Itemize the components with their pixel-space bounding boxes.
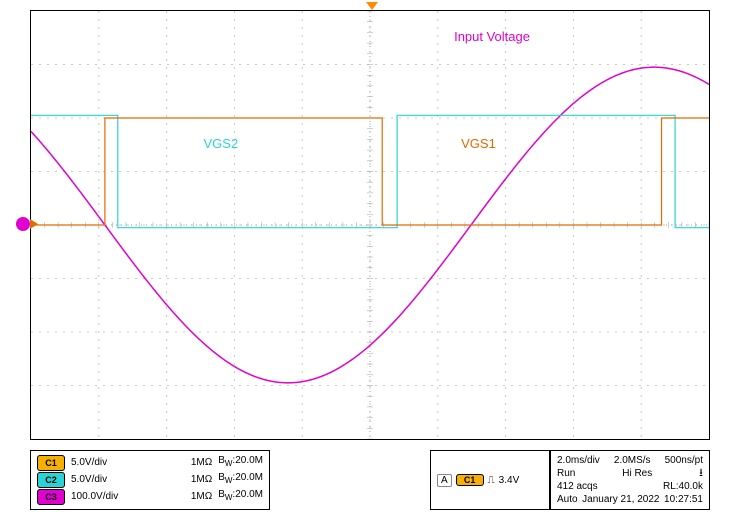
trigger-auto-badge: A	[437, 474, 452, 487]
trigger-edge-icon: ⎍	[488, 475, 495, 486]
trigger-level: 3.4V	[499, 475, 520, 486]
channel-vdiv-c3: 100.0V/div	[71, 490, 118, 504]
channel-imp-c1: 1MΩ	[191, 456, 212, 470]
auto-label: Auto	[557, 493, 578, 506]
channel-info-box: C1 5.0V/div 1MΩ BW:20.0M C2 5.0V/div 1MΩ…	[30, 450, 270, 510]
top-markers	[30, 2, 713, 10]
oscilloscope-screenshot: Input Voltage VGS2 VGS1 C1 5.0V/div 1MΩ BW…	[0, 0, 743, 530]
trigger-position-marker	[366, 2, 378, 10]
info-bar: C1 5.0V/div 1MΩ BW:20.0M C2 5.0V/div 1MΩ…	[30, 450, 710, 510]
ground-arrow	[30, 219, 38, 229]
channel-bw-c3: BW:20.0M	[218, 488, 263, 505]
channel-imp-c2: 1MΩ	[191, 473, 212, 487]
channel-row-c3: C3 100.0V/div 1MΩ BW:20.0M	[37, 488, 263, 505]
download-icon: ⭳	[699, 467, 703, 480]
svg-text:VGS1: VGS1	[461, 136, 496, 151]
channel-badge-c1: C1	[37, 455, 65, 471]
plot-area: Input Voltage VGS2 VGS1	[30, 10, 710, 440]
time-res: 500ns/pt	[665, 454, 703, 467]
time-div: 2.0ms/div	[557, 454, 600, 467]
sample-rate: 2.0MS/s	[614, 454, 651, 467]
svg-text:VGS2: VGS2	[203, 136, 238, 151]
timebase-info-box: 2.0ms/div 2.0MS/s 500ns/pt Run Hi Res ⭳ …	[550, 450, 710, 510]
waveform-svg: Input Voltage VGS2 VGS1	[31, 11, 709, 439]
record-length: RL:40.0k	[663, 480, 703, 493]
svg-text:Input Voltage: Input Voltage	[454, 29, 530, 44]
channel-badge-c2: C2	[37, 472, 65, 488]
channel-row-c2: C2 5.0V/div 1MΩ BW:20.0M	[37, 471, 263, 488]
acq-date: January 21, 2022	[582, 493, 659, 506]
acq-time: 10:27:51	[664, 493, 703, 506]
acq-count: 412 acqs	[557, 480, 598, 493]
channel-bw-c1: BW:20.0M	[218, 454, 263, 471]
channel-badge-c3: C3	[37, 489, 65, 505]
trigger-info-box: A C1 ⎍ 3.4V	[430, 450, 550, 510]
run-state: Run	[557, 467, 575, 480]
channel-bw-c2: BW:20.0M	[218, 471, 263, 488]
acq-mode: Hi Res	[622, 467, 652, 480]
trigger-source-badge: C1	[456, 474, 484, 486]
channel-row-c1: C1 5.0V/div 1MΩ BW:20.0M	[37, 454, 263, 471]
ground-marker	[16, 217, 30, 231]
channel-vdiv-c2: 5.0V/div	[71, 473, 107, 487]
channel-vdiv-c1: 5.0V/div	[71, 456, 107, 470]
channel-imp-c3: 1MΩ	[191, 490, 212, 504]
